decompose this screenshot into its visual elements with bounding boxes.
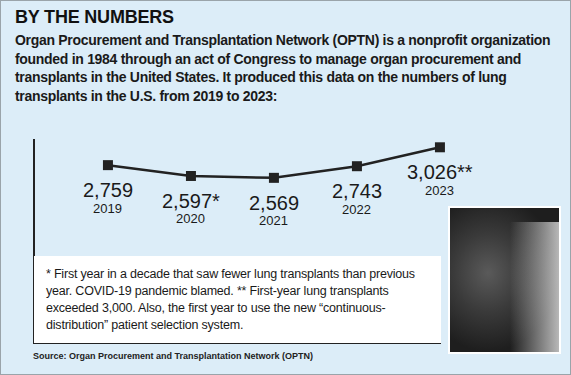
html-text:BY THE NUMBERS: BY THE NUMBERS — [15, 7, 174, 27]
svg-text:2023: 2023 — [425, 183, 454, 198]
svg-text:2,597*: 2,597* — [162, 190, 220, 212]
svg-text:2019: 2019 — [93, 201, 122, 216]
html-text:Source: Organ Procurement and: Source: Organ Procurement and Transplant… — [33, 351, 313, 361]
svg-text:2022: 2022 — [342, 202, 371, 217]
svg-text:2021: 2021 — [259, 213, 288, 228]
svg-text:3,026**: 3,026** — [407, 161, 473, 183]
svg-text:2,743: 2,743 — [332, 180, 382, 202]
svg-text:2020: 2020 — [176, 211, 205, 226]
html-text:* First year in a decade that: * First year in a decade that saw fewer … — [46, 267, 415, 332]
html-text:Organ Procurement and Transpla: Organ Procurement and Transplantation Ne… — [15, 32, 551, 104]
svg-text:2,759: 2,759 — [83, 179, 133, 201]
svg-text:2,569: 2,569 — [249, 192, 299, 214]
